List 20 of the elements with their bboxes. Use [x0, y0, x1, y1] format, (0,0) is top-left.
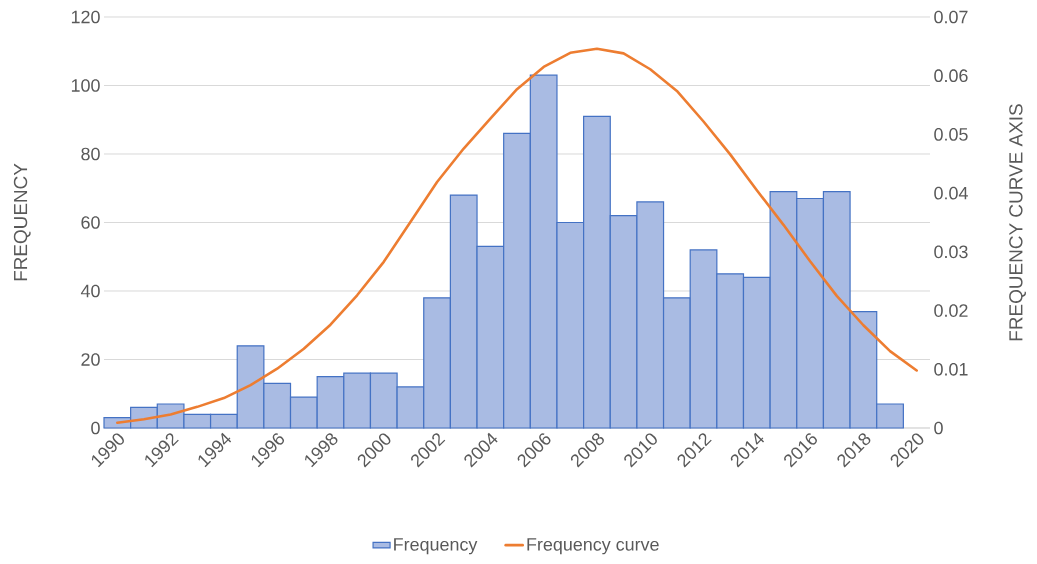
line-series [116, 47, 918, 425]
y2-tick-label: 0.05 [934, 128, 968, 141]
y2-tick-label: 0.06 [934, 69, 968, 83]
y-tick-label: 120 [71, 10, 100, 24]
y-tick-label: 20 [81, 353, 100, 366]
y-tick-label: 60 [81, 216, 100, 229]
y2-tick-label: 0.03 [934, 245, 968, 259]
y-tick-label: 0 [91, 421, 100, 435]
y2-tick-label: 0.01 [934, 362, 968, 376]
y-axis-title: FREQUENCY [13, 163, 31, 281]
y2-axis-title: FREQUENCY CURVE AXIS [1009, 104, 1026, 341]
y-tick-label: 100 [71, 79, 100, 92]
y2-tick-label: 0 [934, 421, 943, 435]
y-tick-label: 40 [80, 284, 100, 298]
y2-tick-label: 0.07 [934, 10, 968, 24]
legend-label: Frequency [394, 538, 478, 555]
y-tick-label: 80 [81, 147, 100, 161]
y2-tick-label: 0.04 [934, 186, 968, 200]
legend-label: Frequency curve [527, 538, 659, 555]
y2-tick-label: 0.02 [934, 304, 968, 317]
